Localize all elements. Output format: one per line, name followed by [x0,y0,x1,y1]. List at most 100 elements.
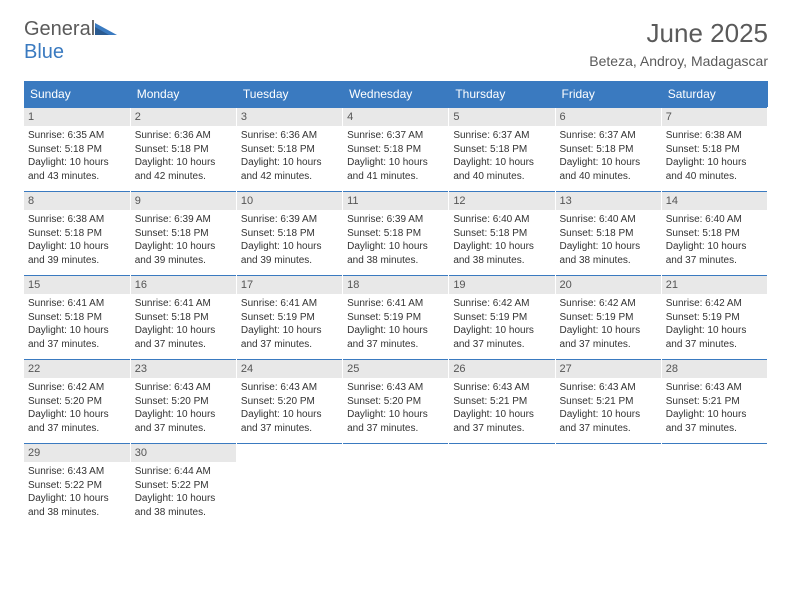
day-content-cell: Sunrise: 6:40 AMSunset: 5:18 PMDaylight:… [449,210,555,276]
day-number-cell [555,444,661,463]
sunrise-text: Sunrise: 6:39 AM [241,213,338,227]
day-content-cell: Sunrise: 6:43 AMSunset: 5:20 PMDaylight:… [343,378,449,444]
day-number-row: 891011121314 [24,192,768,211]
sunrise-text: Sunrise: 6:38 AM [28,213,126,227]
daylight-text: Daylight: 10 hours and 37 minutes. [453,408,550,435]
day-number-cell: 28 [661,360,767,379]
day-number-cell: 23 [130,360,236,379]
daylight-text: Daylight: 10 hours and 37 minutes. [28,324,126,351]
day-number-cell: 30 [130,444,236,463]
day-number-cell: 18 [343,276,449,295]
day-content-cell: Sunrise: 6:43 AMSunset: 5:22 PMDaylight:… [24,462,130,527]
day-content-cell: Sunrise: 6:40 AMSunset: 5:18 PMDaylight:… [555,210,661,276]
weekday-header: Wednesday [343,81,449,108]
day-number-cell: 20 [555,276,661,295]
daylight-text: Daylight: 10 hours and 39 minutes. [135,240,232,267]
daylight-text: Daylight: 10 hours and 39 minutes. [241,240,338,267]
day-number-cell: 7 [661,108,767,127]
title-block: June 2025 Beteza, Androy, Madagascar [589,18,768,69]
day-number-cell: 17 [236,276,342,295]
day-number-cell: 1 [24,108,130,127]
sunset-text: Sunset: 5:18 PM [28,143,126,157]
daylight-text: Daylight: 10 hours and 38 minutes. [28,492,126,519]
day-number-row: 1234567 [24,108,768,127]
day-content-cell: Sunrise: 6:40 AMSunset: 5:18 PMDaylight:… [661,210,767,276]
sunrise-text: Sunrise: 6:43 AM [241,381,338,395]
sunset-text: Sunset: 5:18 PM [135,311,232,325]
day-number-cell: 9 [130,192,236,211]
sunset-text: Sunset: 5:18 PM [347,227,444,241]
sunset-text: Sunset: 5:20 PM [28,395,126,409]
sunrise-text: Sunrise: 6:43 AM [135,381,232,395]
sunrise-text: Sunrise: 6:42 AM [560,297,657,311]
sunset-text: Sunset: 5:19 PM [666,311,763,325]
sunrise-text: Sunrise: 6:37 AM [560,129,657,143]
day-content-row: Sunrise: 6:38 AMSunset: 5:18 PMDaylight:… [24,210,768,276]
day-number-cell: 15 [24,276,130,295]
daylight-text: Daylight: 10 hours and 37 minutes. [666,324,763,351]
day-content-cell: Sunrise: 6:42 AMSunset: 5:19 PMDaylight:… [661,294,767,360]
weekday-header: Thursday [449,81,555,108]
sunrise-text: Sunrise: 6:41 AM [28,297,126,311]
day-content-cell: Sunrise: 6:42 AMSunset: 5:19 PMDaylight:… [555,294,661,360]
sunset-text: Sunset: 5:20 PM [241,395,338,409]
sunset-text: Sunset: 5:18 PM [560,227,657,241]
day-content-cell: Sunrise: 6:41 AMSunset: 5:18 PMDaylight:… [130,294,236,360]
day-number-cell: 8 [24,192,130,211]
weekday-header: Saturday [661,81,767,108]
sunrise-text: Sunrise: 6:43 AM [560,381,657,395]
sunset-text: Sunset: 5:18 PM [135,143,232,157]
calendar-body: 1234567Sunrise: 6:35 AMSunset: 5:18 PMDa… [24,108,768,528]
day-content-cell: Sunrise: 6:36 AMSunset: 5:18 PMDaylight:… [236,126,342,192]
day-content-cell: Sunrise: 6:38 AMSunset: 5:18 PMDaylight:… [661,126,767,192]
day-number-cell [661,444,767,463]
day-number-cell [449,444,555,463]
sunset-text: Sunset: 5:18 PM [28,227,126,241]
day-content-cell: Sunrise: 6:43 AMSunset: 5:20 PMDaylight:… [236,378,342,444]
day-content-cell: Sunrise: 6:42 AMSunset: 5:20 PMDaylight:… [24,378,130,444]
day-number-cell: 22 [24,360,130,379]
day-content-cell: Sunrise: 6:44 AMSunset: 5:22 PMDaylight:… [130,462,236,527]
day-number-cell: 29 [24,444,130,463]
day-content-cell: Sunrise: 6:41 AMSunset: 5:19 PMDaylight:… [236,294,342,360]
sunset-text: Sunset: 5:21 PM [453,395,550,409]
day-content-cell [555,462,661,527]
sunset-text: Sunset: 5:19 PM [453,311,550,325]
day-number-cell: 14 [661,192,767,211]
sunset-text: Sunset: 5:22 PM [135,479,232,493]
day-number-cell: 12 [449,192,555,211]
sunset-text: Sunset: 5:22 PM [28,479,126,493]
day-number-cell: 24 [236,360,342,379]
day-content-cell: Sunrise: 6:42 AMSunset: 5:19 PMDaylight:… [449,294,555,360]
sunrise-text: Sunrise: 6:42 AM [453,297,550,311]
daylight-text: Daylight: 10 hours and 37 minutes. [666,240,763,267]
day-number-cell: 6 [555,108,661,127]
day-content-cell: Sunrise: 6:43 AMSunset: 5:20 PMDaylight:… [130,378,236,444]
day-content-cell: Sunrise: 6:43 AMSunset: 5:21 PMDaylight:… [661,378,767,444]
sunset-text: Sunset: 5:18 PM [560,143,657,157]
sunrise-text: Sunrise: 6:39 AM [135,213,232,227]
day-content-cell: Sunrise: 6:37 AMSunset: 5:18 PMDaylight:… [555,126,661,192]
daylight-text: Daylight: 10 hours and 37 minutes. [347,324,444,351]
sunrise-text: Sunrise: 6:43 AM [28,465,126,479]
sunrise-text: Sunrise: 6:42 AM [666,297,763,311]
day-number-cell: 2 [130,108,236,127]
daylight-text: Daylight: 10 hours and 40 minutes. [666,156,763,183]
sunset-text: Sunset: 5:18 PM [347,143,444,157]
weekday-header: Tuesday [236,81,342,108]
logo-blue: Blue [24,41,64,63]
sunset-text: Sunset: 5:18 PM [453,143,550,157]
day-number-cell [343,444,449,463]
sunrise-text: Sunrise: 6:40 AM [666,213,763,227]
day-content-cell: Sunrise: 6:41 AMSunset: 5:18 PMDaylight:… [24,294,130,360]
daylight-text: Daylight: 10 hours and 37 minutes. [241,408,338,435]
day-number-cell: 21 [661,276,767,295]
daylight-text: Daylight: 10 hours and 37 minutes. [241,324,338,351]
day-number-cell: 25 [343,360,449,379]
day-number-cell: 11 [343,192,449,211]
day-content-row: Sunrise: 6:35 AMSunset: 5:18 PMDaylight:… [24,126,768,192]
day-number-cell: 3 [236,108,342,127]
daylight-text: Daylight: 10 hours and 41 minutes. [347,156,444,183]
title-location: Beteza, Androy, Madagascar [589,53,768,69]
weekday-header: Monday [130,81,236,108]
